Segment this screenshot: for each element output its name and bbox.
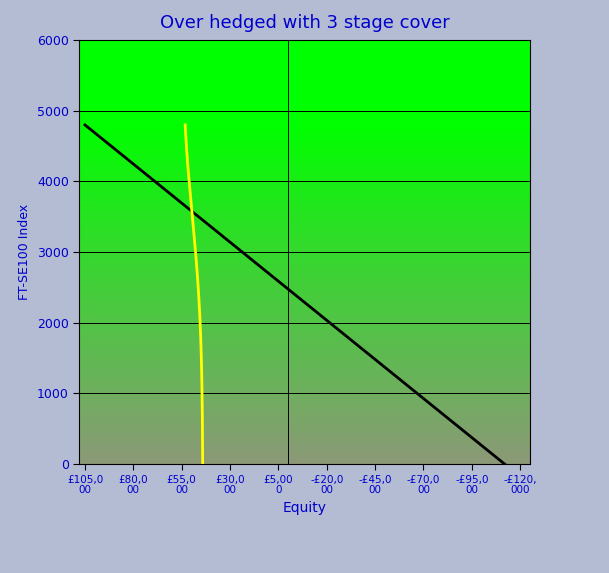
Y-axis label: FT-SE100 Index: FT-SE100 Index [18, 204, 31, 300]
Text: Over hedged with 3 stage cover: Over hedged with 3 stage cover [160, 14, 449, 32]
X-axis label: Equity: Equity [283, 501, 326, 515]
